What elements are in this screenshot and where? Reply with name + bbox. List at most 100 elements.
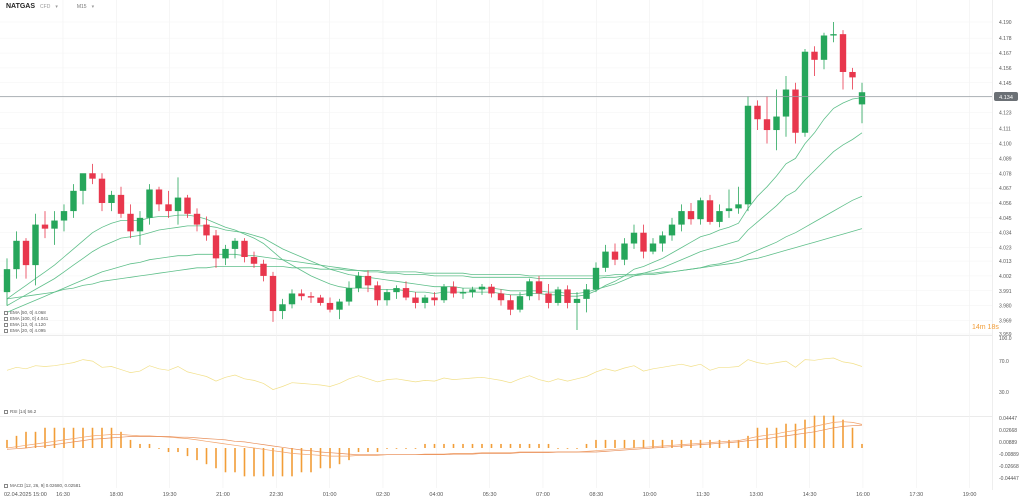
candle-body <box>697 200 704 220</box>
candle-body <box>298 293 305 297</box>
macd-tick-label: -0.04447 <box>999 476 1019 482</box>
checkbox-icon[interactable] <box>4 483 8 488</box>
macd-hist-bar <box>6 439 8 448</box>
macd-hist-bar <box>281 448 284 477</box>
macd-hist-bar <box>272 448 274 477</box>
candle-body <box>830 34 837 36</box>
macd-hist-bar <box>652 439 654 448</box>
macd-hist-bar <box>224 448 227 473</box>
macd-hist-bar <box>585 443 588 448</box>
candle-body <box>725 208 733 212</box>
x-tick-label: 17:30 <box>909 492 923 498</box>
x-tick-label: 19:30 <box>163 492 177 498</box>
candle-body <box>564 289 571 303</box>
checkbox-icon[interactable] <box>4 311 8 315</box>
candle-body <box>592 267 600 290</box>
y-tick-label: 4.045 <box>999 216 1012 222</box>
candle-body <box>60 211 68 221</box>
candle-body <box>820 35 828 60</box>
candle-body <box>478 286 486 290</box>
candle-body <box>383 292 391 301</box>
macd-hist-bar <box>718 439 721 448</box>
macd-hist-bar <box>756 427 759 448</box>
macd-panel <box>6 415 863 477</box>
legend-item[interactable]: EMA [13, 0] 4.120 <box>4 322 48 328</box>
candle-body <box>801 51 809 133</box>
macd-hist-bar <box>519 443 521 448</box>
macd-hist-bar <box>196 448 198 461</box>
macd-hist-bar <box>25 431 27 448</box>
macd-hist-bar <box>139 443 141 448</box>
macd-hist-bar <box>253 448 255 477</box>
macd-hist-bar <box>595 439 597 448</box>
macd-hist-bar <box>804 419 806 448</box>
candle-body <box>507 300 514 310</box>
candle-body <box>849 71 856 78</box>
candle-body <box>212 235 220 259</box>
legend-item[interactable]: EMA [100, 0] 4.041 <box>4 316 48 322</box>
macd-tick-label: 0.02668 <box>999 428 1017 434</box>
macd-hist-bar <box>300 448 303 473</box>
macd-hist-bar <box>167 448 170 453</box>
symbol-suffix: CFD <box>40 3 51 10</box>
macd-hist-bar <box>357 448 360 453</box>
x-start-label: 02.04.2025 15:00 <box>4 492 47 498</box>
macd-hist-bar <box>101 427 103 448</box>
y-tick-label: 4.078 <box>999 171 1012 177</box>
timeframe-chevron-icon[interactable]: ▾ <box>91 3 95 10</box>
candle-body <box>412 297 419 303</box>
macd-hist-bar <box>566 448 569 449</box>
macd-hist-bar <box>319 448 322 469</box>
candle-body <box>355 275 362 289</box>
checkbox-icon[interactable] <box>4 409 8 414</box>
candle-body <box>51 220 58 229</box>
legend-item[interactable]: EMA [20, 0] 4.095 <box>4 328 48 334</box>
candle-body <box>621 243 628 260</box>
y-axis: 4.190 4.178 4.167 4.156 4.145 4.134 4.123 4.111… <box>999 20 1019 482</box>
candle-body <box>13 240 20 270</box>
macd-hist-bar <box>215 448 217 469</box>
candle-body <box>260 263 267 276</box>
macd-hist-bar <box>262 448 265 477</box>
macd-hist-bar <box>481 443 483 448</box>
macd-hist-bar <box>490 443 493 448</box>
macd-hist-bar <box>851 427 854 448</box>
x-tick-label: 11:30 <box>696 492 709 498</box>
x-tick-label: 22:30 <box>269 492 283 498</box>
macd-hist-bar <box>310 448 312 473</box>
candle-body <box>269 275 277 312</box>
macd-hist-bar <box>557 448 559 449</box>
checkbox-icon[interactable] <box>4 329 8 333</box>
candle-body <box>535 281 543 294</box>
candle-body <box>165 204 172 212</box>
symbol-name[interactable]: NATGAS <box>6 3 36 10</box>
y-tick-label: 4.100 <box>999 142 1012 148</box>
checkbox-icon[interactable] <box>4 323 8 327</box>
candle-body <box>792 89 799 133</box>
legend-item[interactable]: EMA [50, 0] 4.068 <box>4 310 48 316</box>
y-tick-label: 4.056 <box>999 201 1012 207</box>
macd-hist-bar <box>34 431 37 448</box>
candle-body <box>754 105 761 120</box>
macd-hist-bar <box>623 439 626 448</box>
chevron-down-icon[interactable]: ▾ <box>55 3 58 10</box>
macd-hist-bar <box>528 443 531 448</box>
macd-tick-label: 0.04447 <box>999 416 1017 422</box>
candle-body <box>659 235 666 244</box>
candle-body <box>744 105 752 205</box>
macd-hist-bar <box>547 443 550 448</box>
candle-body <box>839 34 847 72</box>
candle-body <box>203 224 210 236</box>
macd-hist-bar <box>737 439 740 448</box>
timeframe-selector[interactable]: M15 <box>76 3 87 10</box>
checkbox-icon[interactable] <box>4 317 8 321</box>
macd-hist-bar <box>367 448 369 453</box>
macd-hist-bar <box>405 448 407 449</box>
macd-hist-bar <box>91 427 94 448</box>
chart-header: NATGAS CFD ▾ M15 ▾ <box>6 3 94 10</box>
macd-hist-bar <box>614 439 616 448</box>
rsi-label[interactable]: RSI [14] 56.2 <box>4 409 36 414</box>
rsi-tick-label: 100.0 <box>999 336 1012 342</box>
macd-label[interactable]: MACD [12, 26, 9] 0.02680, 0.02581 <box>4 483 81 488</box>
candle-body <box>516 296 524 310</box>
